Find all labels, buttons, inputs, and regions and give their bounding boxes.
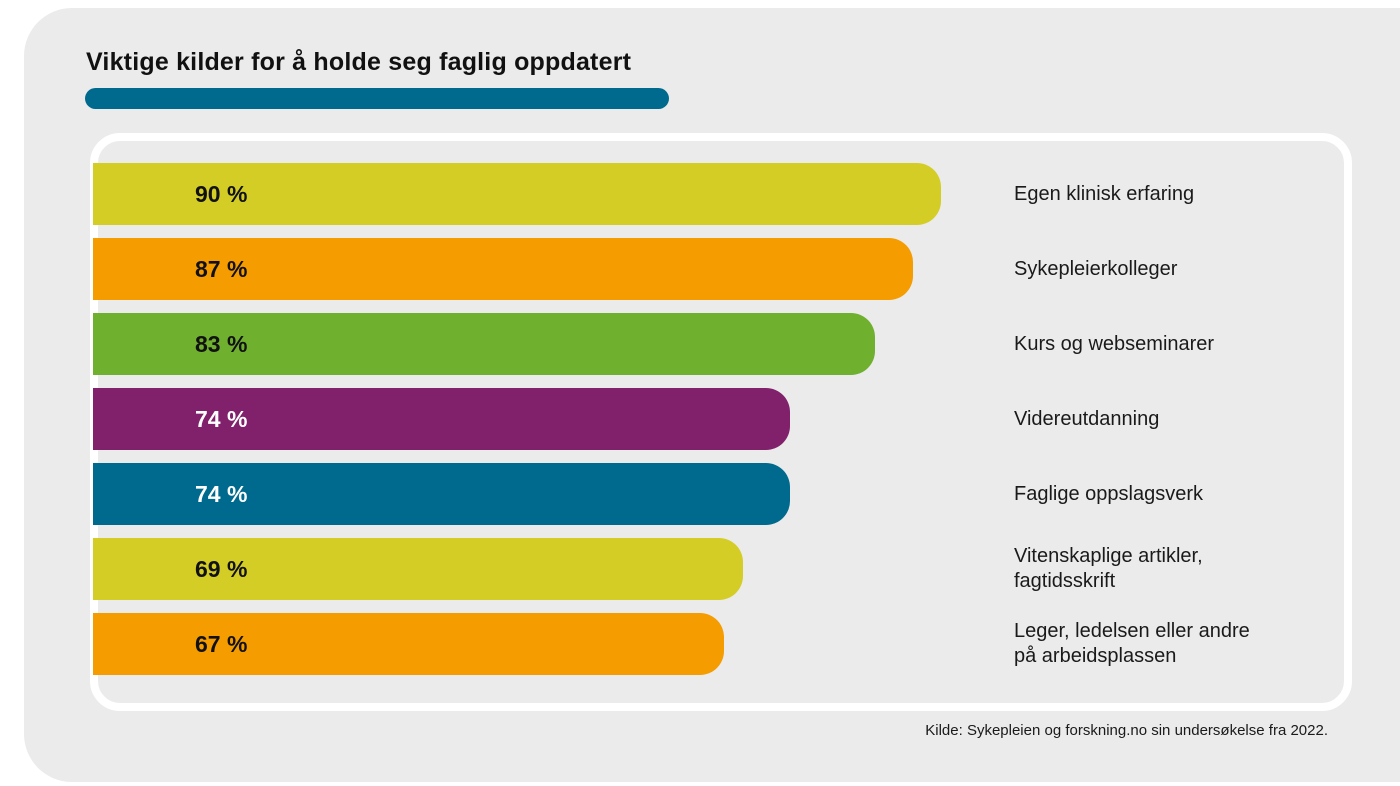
- bar-4: [93, 388, 791, 450]
- category-label: Faglige oppslagsverk: [1014, 482, 1314, 507]
- bar-6: [93, 538, 743, 600]
- bar-value-label: 74 %: [195, 481, 248, 507]
- category-label: Sykepleierkolleger: [1014, 257, 1314, 282]
- category-label-line: Egen klinisk erfaring: [1014, 182, 1195, 205]
- category-label: Leger, ledelsen eller andre på arbeidspla…: [1014, 619, 1314, 669]
- bar-value-label: 74 %: [195, 406, 248, 432]
- bar-value-label: 90 %: [195, 181, 248, 207]
- category-label-line: fagtidsskrift: [1014, 570, 1116, 592]
- bar-7: [93, 613, 725, 675]
- category-label-line: Leger, ledelsen eller andre: [1014, 620, 1250, 642]
- bar-value-label: 83 %: [195, 331, 248, 357]
- category-label-line: Faglige oppslagsverk: [1014, 482, 1203, 505]
- bar-5: [93, 463, 791, 525]
- bar-value-label: 87 %: [195, 256, 248, 282]
- category-label-line: på arbeidsplassen: [1014, 645, 1177, 667]
- category-label-line: Sykepleierkolleger: [1014, 257, 1178, 280]
- bar-2: [93, 238, 913, 300]
- bar-1: [93, 163, 941, 225]
- category-label: Egen klinisk erfaring: [1014, 182, 1314, 207]
- title-underline-bar: [85, 88, 669, 109]
- category-label: Kurs og webseminarer: [1014, 332, 1314, 357]
- source-note: Kilde: Sykepleien og forskning.no sin un…: [925, 722, 1328, 739]
- category-label-line: Vitenskaplige artikler,: [1014, 545, 1203, 567]
- chart-title: Viktige kilder for å holde seg faglig op…: [86, 48, 632, 76]
- category-label-line: Videreutdanning: [1014, 407, 1160, 430]
- bar-3: [93, 313, 875, 375]
- category-label: Videreutdanning: [1014, 407, 1314, 432]
- category-label-line: Kurs og webseminarer: [1014, 332, 1215, 355]
- bar-value-label: 67 %: [195, 631, 248, 657]
- category-label: Vitenskaplige artikler, fagtidsskrift: [1014, 544, 1314, 594]
- bar-value-label: 69 %: [195, 556, 248, 582]
